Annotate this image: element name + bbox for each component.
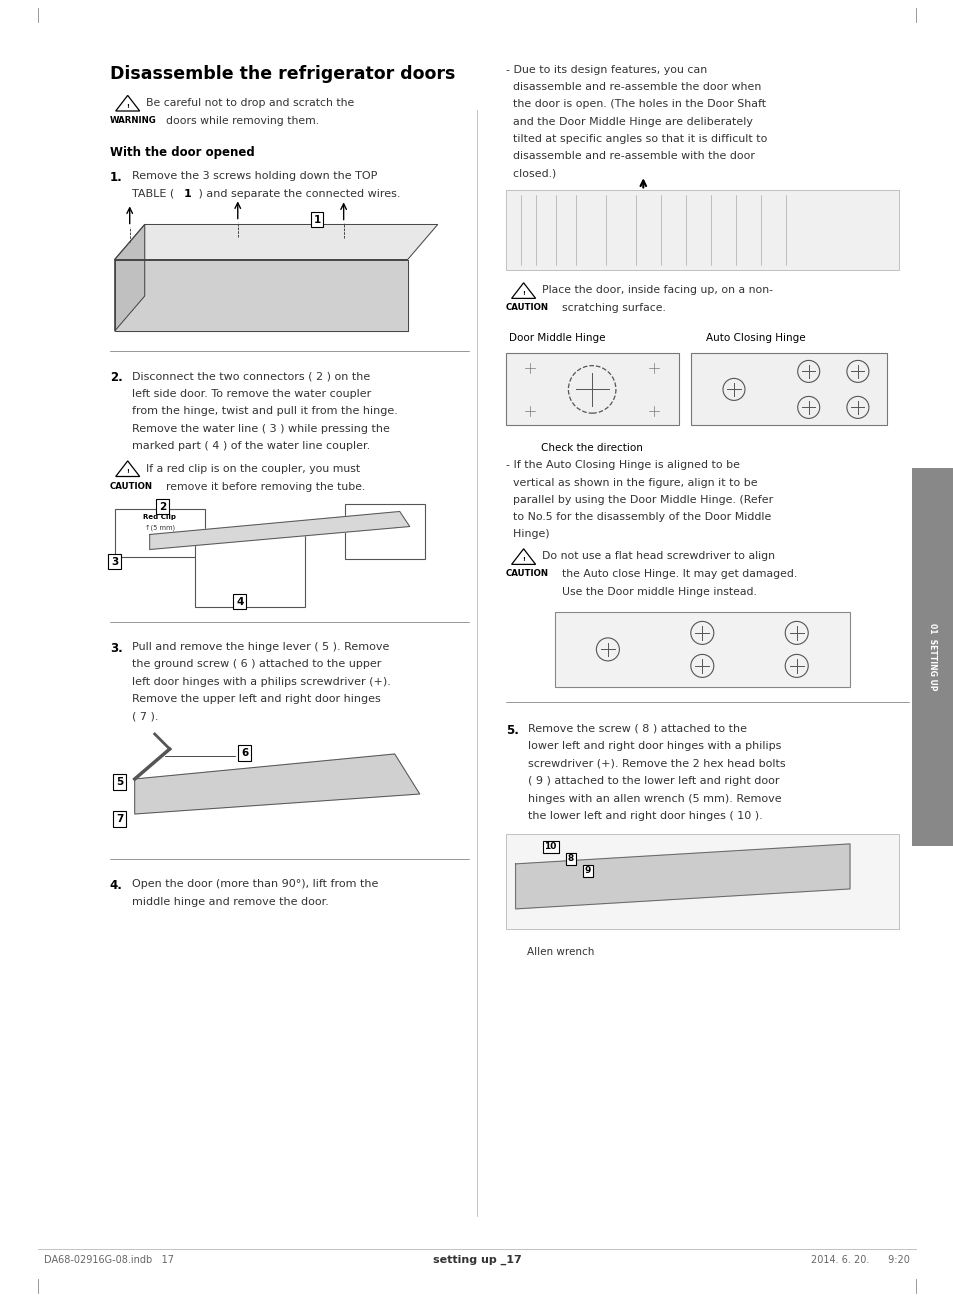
Text: Do not use a flat head screwdriver to align: Do not use a flat head screwdriver to al… bbox=[541, 552, 774, 562]
Bar bbox=[911, 468, 953, 846]
Text: Be careful not to drop and scratch the: Be careful not to drop and scratch the bbox=[146, 98, 354, 108]
Text: remove it before removing the tube.: remove it before removing the tube. bbox=[166, 481, 365, 492]
Text: TABLE (: TABLE ( bbox=[132, 189, 177, 199]
Polygon shape bbox=[114, 225, 145, 330]
Text: the lower left and right door hinges ( 10 ).: the lower left and right door hinges ( 1… bbox=[527, 812, 761, 821]
Text: !: ! bbox=[126, 104, 129, 109]
Text: from the hinge, twist and pull it from the hinge.: from the hinge, twist and pull it from t… bbox=[132, 406, 397, 416]
Text: !: ! bbox=[126, 470, 129, 474]
Text: 01  SETTING UP: 01 SETTING UP bbox=[927, 623, 937, 691]
Text: Red Clip: Red Clip bbox=[143, 514, 176, 519]
Text: setting up _17: setting up _17 bbox=[432, 1255, 521, 1266]
Text: disassemble and re-assemble with the door: disassemble and re-assemble with the doo… bbox=[505, 151, 754, 161]
Text: 6: 6 bbox=[241, 748, 248, 758]
Text: tilted at specific angles so that it is difficult to: tilted at specific angles so that it is … bbox=[505, 134, 766, 144]
Text: Place the door, inside facing up, on a non-: Place the door, inside facing up, on a n… bbox=[541, 285, 772, 295]
Bar bbox=[690, 354, 886, 425]
Text: the door is open. (The holes in the Door Shaft: the door is open. (The holes in the Door… bbox=[505, 99, 765, 109]
Text: With the door opened: With the door opened bbox=[110, 146, 254, 159]
Text: and the Door Middle Hinge are deliberately: and the Door Middle Hinge are deliberate… bbox=[505, 117, 752, 126]
Text: Disconnect the two connectors ( 2 ) on the: Disconnect the two connectors ( 2 ) on t… bbox=[132, 371, 370, 381]
Text: !: ! bbox=[521, 557, 524, 562]
Text: 2: 2 bbox=[159, 501, 166, 511]
Text: 3: 3 bbox=[111, 557, 118, 566]
Text: disassemble and re-assemble the door when: disassemble and re-assemble the door whe… bbox=[505, 82, 760, 92]
Polygon shape bbox=[134, 755, 419, 814]
Text: screwdriver (+). Remove the 2 hex head bolts: screwdriver (+). Remove the 2 hex head b… bbox=[527, 758, 784, 769]
Text: Remove the water line ( 3 ) while pressing the: Remove the water line ( 3 ) while pressi… bbox=[132, 424, 389, 433]
Text: 4: 4 bbox=[235, 596, 243, 606]
Text: 8: 8 bbox=[567, 855, 573, 864]
Text: Open the door (more than 90°), lift from the: Open the door (more than 90°), lift from… bbox=[132, 879, 377, 889]
Text: vertical as shown in the figure, align it to be: vertical as shown in the figure, align i… bbox=[505, 477, 757, 488]
Bar bbox=[505, 190, 898, 271]
Polygon shape bbox=[150, 511, 409, 549]
Text: 4.: 4. bbox=[110, 879, 122, 892]
Text: 5: 5 bbox=[116, 777, 123, 787]
Text: 1.: 1. bbox=[110, 170, 122, 183]
Text: CAUTION: CAUTION bbox=[505, 303, 548, 312]
Bar bbox=[344, 503, 424, 558]
Bar bbox=[505, 834, 898, 929]
Text: 7: 7 bbox=[116, 814, 123, 824]
Text: 1: 1 bbox=[314, 215, 320, 225]
Text: to No.5 for the disassembly of the Door Middle: to No.5 for the disassembly of the Door … bbox=[505, 513, 770, 522]
Text: ↑(5 mm): ↑(5 mm) bbox=[145, 524, 174, 531]
Text: 2.: 2. bbox=[110, 371, 122, 384]
Text: Disassemble the refrigerator doors: Disassemble the refrigerator doors bbox=[110, 65, 455, 83]
Text: parallel by using the Door Middle Hinge. (Refer: parallel by using the Door Middle Hinge.… bbox=[505, 494, 772, 505]
Bar bbox=[194, 535, 304, 606]
Text: Use the Door middle Hinge instead.: Use the Door middle Hinge instead. bbox=[561, 587, 756, 597]
Text: Allen wrench: Allen wrench bbox=[526, 947, 594, 958]
Text: CAUTION: CAUTION bbox=[110, 481, 152, 490]
Text: left door hinges with a philips screwdriver (+).: left door hinges with a philips screwdri… bbox=[132, 677, 390, 687]
Text: Auto Closing Hinge: Auto Closing Hinge bbox=[705, 333, 804, 343]
Text: CAUTION: CAUTION bbox=[505, 570, 548, 579]
Text: lower left and right door hinges with a philips: lower left and right door hinges with a … bbox=[527, 742, 781, 752]
Text: WARNING: WARNING bbox=[110, 116, 156, 125]
Text: 5.: 5. bbox=[505, 723, 517, 736]
Text: - If the Auto Closing Hinge is aligned to be: - If the Auto Closing Hinge is aligned t… bbox=[505, 461, 739, 471]
Polygon shape bbox=[114, 259, 407, 330]
Text: Remove the 3 screws holding down the TOP: Remove the 3 screws holding down the TOP bbox=[132, 170, 376, 181]
Text: hinges with an allen wrench (5 mm). Remove: hinges with an allen wrench (5 mm). Remo… bbox=[527, 794, 781, 804]
Text: !: ! bbox=[521, 291, 524, 297]
Text: left side door. To remove the water coupler: left side door. To remove the water coup… bbox=[132, 389, 371, 398]
Text: the Auto close Hinge. It may get damaged.: the Auto close Hinge. It may get damaged… bbox=[561, 570, 796, 579]
Text: 1: 1 bbox=[184, 189, 192, 199]
Text: Hinge): Hinge) bbox=[505, 530, 549, 539]
Text: Pull and remove the hinge lever ( 5 ). Remove: Pull and remove the hinge lever ( 5 ). R… bbox=[132, 641, 389, 652]
Text: 2014. 6. 20.      9:20: 2014. 6. 20. 9:20 bbox=[810, 1255, 909, 1265]
Text: Door Middle Hinge: Door Middle Hinge bbox=[508, 333, 604, 343]
Text: 3.: 3. bbox=[110, 641, 122, 654]
Text: ) and separate the connected wires.: ) and separate the connected wires. bbox=[194, 189, 400, 199]
Bar bbox=[114, 509, 205, 557]
Polygon shape bbox=[114, 225, 437, 259]
Text: Remove the screw ( 8 ) attached to the: Remove the screw ( 8 ) attached to the bbox=[527, 723, 746, 734]
Text: marked part ( 4 ) of the water line coupler.: marked part ( 4 ) of the water line coup… bbox=[132, 441, 370, 451]
Bar bbox=[555, 611, 849, 687]
Text: 10: 10 bbox=[544, 843, 557, 851]
Text: Remove the upper left and right door hinges: Remove the upper left and right door hin… bbox=[132, 693, 380, 704]
Text: closed.): closed.) bbox=[505, 168, 556, 178]
Text: 9: 9 bbox=[584, 866, 590, 876]
Text: - Due to its design features, you can: - Due to its design features, you can bbox=[505, 65, 706, 75]
Text: middle hinge and remove the door.: middle hinge and remove the door. bbox=[132, 896, 328, 907]
Text: DA68-02916G-08.indb   17: DA68-02916G-08.indb 17 bbox=[44, 1255, 173, 1265]
Text: scratching surface.: scratching surface. bbox=[561, 303, 665, 314]
Text: If a red clip is on the coupler, you must: If a red clip is on the coupler, you mus… bbox=[146, 463, 359, 474]
Bar bbox=[505, 354, 678, 425]
Text: Check the direction: Check the direction bbox=[540, 444, 642, 454]
Text: doors while removing them.: doors while removing them. bbox=[166, 116, 318, 126]
Text: the ground screw ( 6 ) attached to the upper: the ground screw ( 6 ) attached to the u… bbox=[132, 660, 380, 669]
Text: ( 7 ).: ( 7 ). bbox=[132, 712, 158, 722]
Text: ( 9 ) attached to the lower left and right door: ( 9 ) attached to the lower left and rig… bbox=[527, 777, 779, 786]
Polygon shape bbox=[515, 844, 849, 909]
